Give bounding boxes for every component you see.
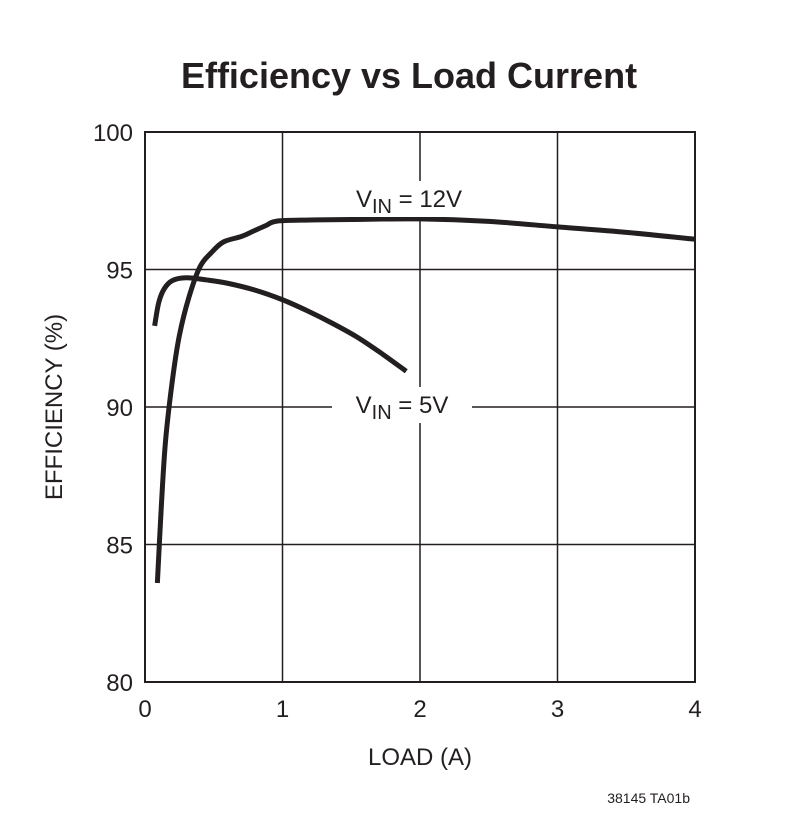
tick-labels: 0 1 2 3 4 80 85 90 95 100 xyxy=(93,120,702,723)
series-group xyxy=(152,216,696,584)
y-tick-label: 90 xyxy=(106,395,133,422)
series-label-part: V xyxy=(356,186,372,213)
series-label-bg xyxy=(339,181,479,217)
series-label-part: = 12V xyxy=(392,186,462,213)
plot-frame xyxy=(144,131,696,683)
x-tick-label: 2 xyxy=(413,696,426,723)
series-label: VIN = 5V xyxy=(356,392,449,424)
y-tick-label: 95 xyxy=(106,258,133,285)
x-tick-label: 4 xyxy=(688,696,701,723)
series-line-0 xyxy=(154,216,696,584)
y-axis-label: EFFICIENCY (%) xyxy=(41,314,68,500)
footnote: 38145 TA01b xyxy=(607,790,690,806)
series-label-part: IN xyxy=(372,402,392,424)
chart-title: Efficiency vs Load Current xyxy=(181,55,637,96)
y-tick-label: 100 xyxy=(93,120,133,147)
series-label-part: = 5V xyxy=(392,392,449,419)
x-tick-label: 1 xyxy=(276,696,289,723)
y-tick-label: 80 xyxy=(106,670,133,697)
x-tick-label: 0 xyxy=(138,696,151,723)
x-tick-label: 3 xyxy=(551,696,564,723)
series-label-part: V xyxy=(356,392,372,419)
y-tick-label: 85 xyxy=(106,533,133,560)
series-line-1 xyxy=(152,275,408,374)
series-label: VIN = 12V xyxy=(356,186,462,218)
series-label-part: IN xyxy=(372,196,392,218)
series-label-bg xyxy=(332,387,472,423)
x-axis-label: LOAD (A) xyxy=(368,744,472,771)
